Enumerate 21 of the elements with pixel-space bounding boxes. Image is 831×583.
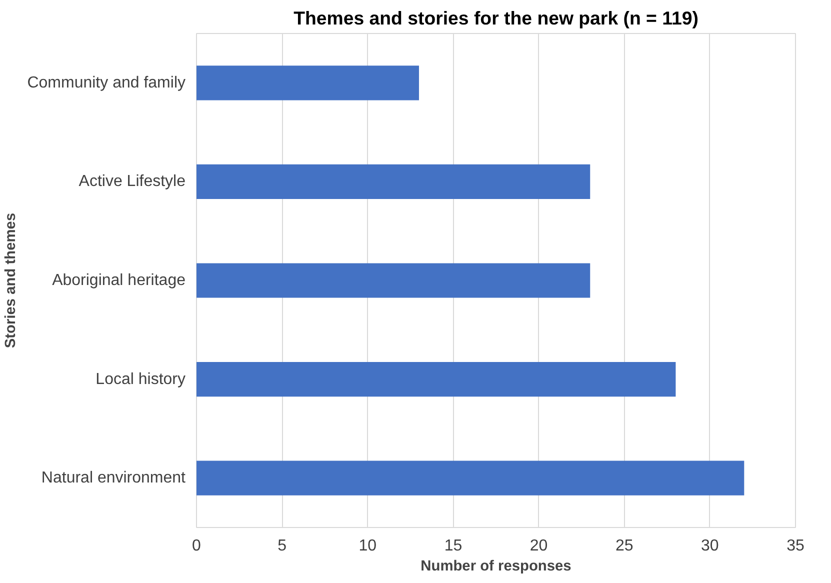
x-tick-label: 15 [444, 538, 462, 554]
y-tick-label: Aboriginal heritage [52, 272, 186, 289]
bar [196, 460, 744, 496]
x-axis-title: Number of responses [420, 558, 572, 574]
bar [196, 362, 676, 397]
y-tick-label: Local history [96, 370, 186, 388]
bar [196, 164, 590, 199]
x-tick-label: 30 [701, 538, 719, 554]
x-tick-label: 20 [530, 538, 548, 554]
chart-title: Themes and stories for the new park (n = 119) [294, 8, 698, 28]
x-tick-label: 0 [192, 538, 202, 554]
bar [196, 263, 590, 298]
x-tick-label: 10 [358, 538, 377, 554]
y-tick-label: Natural environment [41, 470, 186, 487]
y-tick-label: Community and family [27, 74, 186, 92]
x-tick-label: 5 [278, 538, 287, 554]
x-tick-label: 35 [786, 538, 804, 554]
y-axis-title: Stories and themes [3, 212, 20, 348]
y-tick-label: Active Lifestyle [78, 173, 186, 190]
x-tick-label: 25 [615, 538, 634, 554]
bar [196, 66, 419, 100]
